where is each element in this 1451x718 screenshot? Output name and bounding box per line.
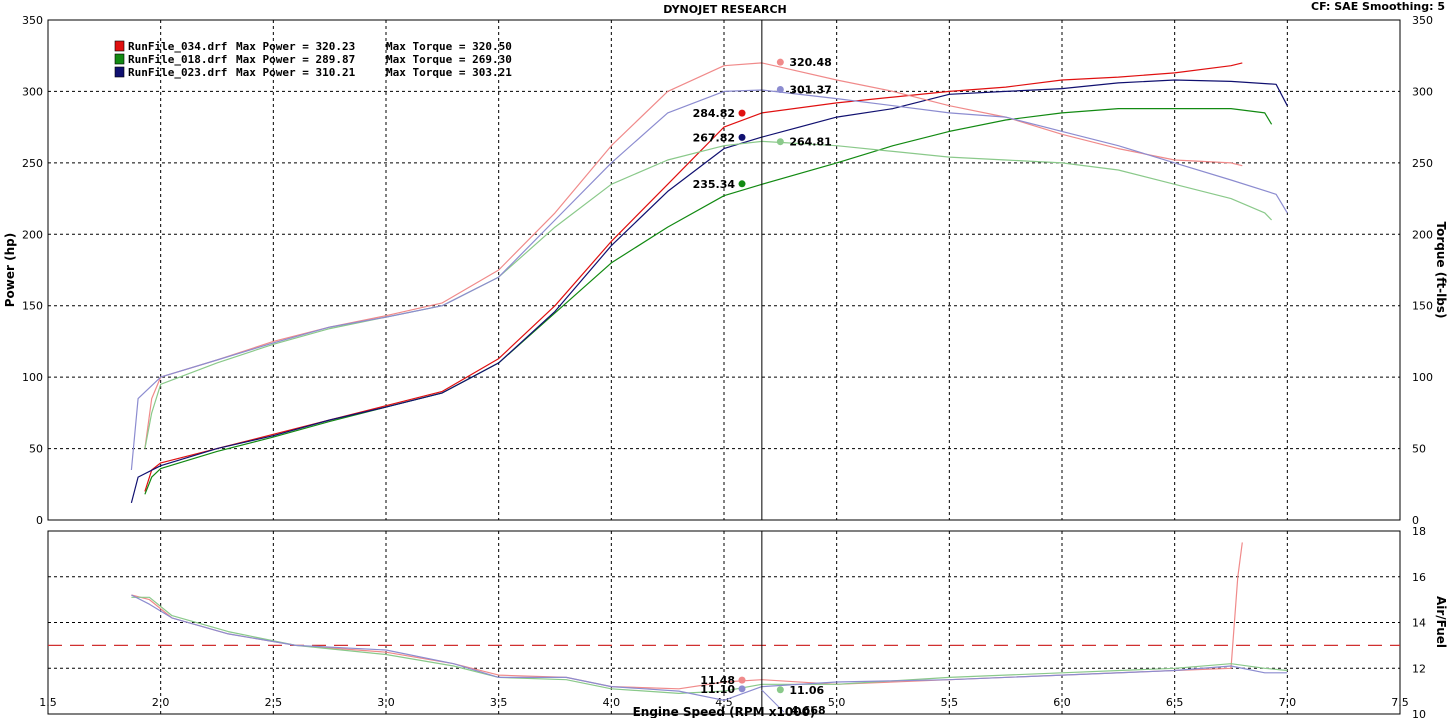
legend-max-power: Max Power = 320.23 [236,40,355,53]
series-torque-line [144,62,1243,449]
y-tick-label-right: 0 [1412,514,1419,527]
cursor-readout: 4.668 [791,704,826,717]
marker-value-label: 284.82 [693,107,735,120]
legend: RunFile_034.drf Max Power = 320.23 Max Tor… [114,40,512,79]
y-tick-label-right: 200 [1412,228,1433,241]
marker-value-label: 301.37 [789,83,831,96]
marker-dot [776,85,784,93]
y-tick-label-left: 300 [22,85,43,98]
marker-dot [776,138,784,146]
marker-value-label: 11.48 [700,674,735,687]
series-power-line [130,79,1288,504]
series-torque-line [130,89,1288,471]
legend-file-name: RunFile_023.drf [128,66,227,79]
legend-swatch [114,66,125,78]
x-tick-label: 7.5 [1391,696,1409,709]
axis-ticks: 1.5 2.0 2.5 3.0 3.5 4.0 4.5 5.0 5.5 6.0 6.5 7.0 7.50… [22,14,1433,718]
rpm-cursor[interactable]: 4.668 [761,20,826,717]
y-tick-label-right: 50 [1412,443,1426,456]
air-fuel-tick-label: 10 [1412,708,1426,718]
value-markers: 320.48 301.37 284.82 267.82 264.81 235.34 11.4… [693,56,832,697]
y-tick-label-right: 250 [1412,157,1433,170]
marker-dot [738,676,746,684]
x-tick-label: 6.5 [1166,696,1184,709]
cursor-pointer [761,689,785,713]
legend-max-torque: Max Torque = 320.50 [386,40,512,53]
y-tick-label-left: 350 [22,14,43,27]
marker-dot [738,109,746,117]
marker-value-label: 235.34 [693,178,736,191]
y-tick-label-left: 150 [22,300,43,313]
x-tick-label: 5.5 [941,696,959,709]
series-lines [130,62,1288,701]
y-tick-label-right: 100 [1412,371,1433,384]
x-tick-label: 4.0 [603,696,621,709]
marker-value-label: 267.82 [693,131,735,144]
air-fuel-tick-label: 18 [1412,525,1426,538]
y-tick-label-left: 250 [22,157,43,170]
x-tick-label: 5.0 [828,696,846,709]
legend-swatch [114,53,125,65]
y-tick-label-left: 50 [29,443,43,456]
legend-max-power: Max Power = 289.87 [236,53,355,66]
marker-value-label: 11.10 [700,683,735,696]
legend-max-power: Max Power = 310.21 [236,66,356,79]
x-tick-label: 3.5 [490,696,508,709]
x-tick-label: 7.0 [1279,696,1297,709]
marker-dot [776,686,784,694]
marker-dot [738,685,746,693]
marker-value-label: 11.06 [789,684,824,697]
air-fuel-tick-label: 14 [1412,617,1426,630]
air-fuel-tick-label: 12 [1412,662,1426,675]
legend-max-torque: Max Torque = 269.30 [386,53,512,66]
y-axis-label-right: Torque (ft-lbs) [1434,222,1448,319]
air-fuel-tick-label: 16 [1412,571,1426,584]
y-tick-label-left: 0 [36,514,43,527]
marker-dot [738,133,746,141]
x-tick-label: 2.0 [152,696,170,709]
x-tick-label: 6.0 [1053,696,1071,709]
x-tick-label: 3.0 [377,696,395,709]
marker-dot [738,180,746,188]
legend-file-name: RunFile_018.drf [128,53,227,66]
series-power-line [144,62,1243,492]
legend-max-torque: Max Torque = 303.21 [386,66,512,79]
y-tick-label-right: 150 [1412,300,1433,313]
series-power-line [144,107,1273,495]
y-tick-label-right: 350 [1412,14,1433,27]
settings-readout: CF: SAE Smoothing: 5 [1311,0,1445,13]
x-tick-label: 1.5 [39,696,57,709]
marker-value-label: 264.81 [789,136,831,149]
series-air-fuel-line [131,596,1288,695]
y-axis-label-left: Power (hp) [3,233,17,307]
chart-title: DYNOJET RESEARCH [663,3,786,16]
x-tick-label: 2.5 [265,696,283,709]
y-tick-label-right: 300 [1412,85,1433,98]
marker-dot [776,58,784,66]
series-torque-line [144,140,1273,449]
legend-file-name: RunFile_034.drf [128,40,227,53]
series-air-fuel-line [131,594,1288,701]
x-axis-label: Engine Speed (RPM x1000) [633,705,816,718]
y-tick-label-left: 100 [22,371,43,384]
legend-swatch [114,40,125,52]
y-tick-label-left: 200 [22,228,43,241]
air-fuel-axis-label: Air/Fuel [1434,596,1448,648]
marker-value-label: 320.48 [789,56,831,69]
